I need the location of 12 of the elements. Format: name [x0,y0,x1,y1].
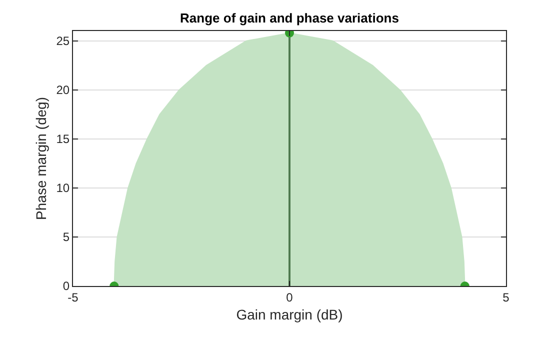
x-tick-label: -5 [68,290,79,304]
y-tick-label: 20 [56,83,70,98]
x-tick-label: 0 [286,290,294,304]
y-tick-label: 0 [62,279,70,294]
y-tick-label: 25 [56,34,70,48]
y-tick-label: 5 [62,230,70,244]
y-axis-title: Phase margin (deg) [32,97,49,220]
y-tick-label: 15 [56,132,70,146]
x-tick-label: 5 [502,290,510,304]
y-tick-label: 10 [56,181,70,196]
chart-title: Range of gain and phase variations [180,10,399,26]
x-axis-title: Gain margin (dB) [236,306,343,323]
